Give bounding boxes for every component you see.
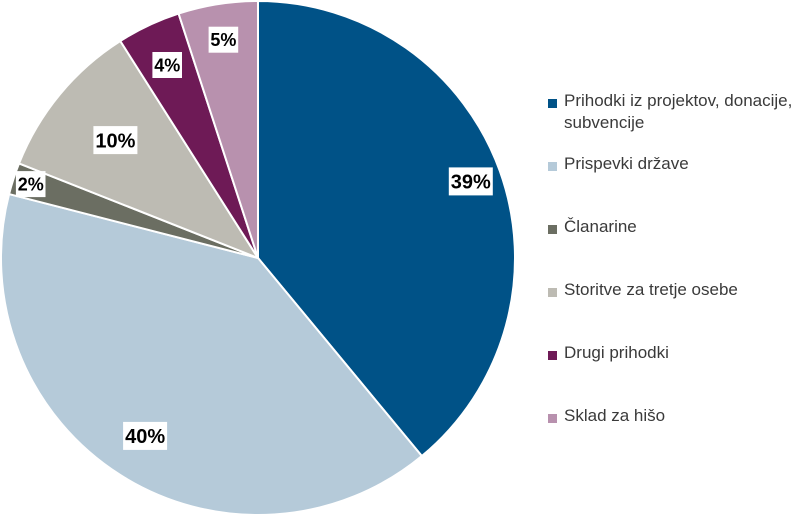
legend-label: Storitve za tretje osebe	[564, 280, 738, 299]
legend-item: Prihodki iz projektov, donacije, subvenc…	[548, 90, 798, 153]
legend-swatch	[548, 99, 557, 108]
data-label-box	[152, 52, 182, 78]
legend-item: Sklad za hišo	[548, 405, 798, 468]
pie-slice	[257, 0, 516, 458]
legend-item: Prispevki države	[548, 153, 798, 216]
pie-chart-plot: 39% 40% 2% 10% 4% 5%	[0, 0, 516, 516]
pie-slice	[0, 192, 424, 516]
data-label-text: 40%	[125, 426, 165, 448]
pie-slice	[17, 39, 261, 261]
legend-swatch	[548, 414, 557, 423]
data-label-box	[448, 167, 493, 196]
data-label-text: 39%	[451, 172, 491, 194]
data-label-box	[93, 126, 138, 155]
data-label: 4%	[152, 52, 182, 78]
data-label-box	[208, 26, 239, 53]
legend-swatch	[548, 225, 557, 234]
data-label-box	[123, 421, 168, 450]
data-label-text: 5%	[210, 30, 236, 50]
data-label-text: 4%	[154, 56, 180, 76]
data-label: 39%	[448, 167, 493, 196]
legend-label: Drugi prihodki	[564, 343, 669, 362]
data-label-text: 10%	[95, 130, 135, 152]
legend-label: Prispevki države	[564, 154, 689, 173]
pie-slice	[177, 0, 259, 259]
data-label-box	[15, 171, 46, 198]
data-label: 5%	[208, 26, 239, 53]
chart-legend: Prihodki iz projektov, donacije, subvenc…	[548, 90, 798, 468]
legend-swatch	[548, 351, 557, 360]
legend-item: Članarine	[548, 216, 798, 279]
legend-swatch	[548, 162, 557, 171]
data-label: 40%	[123, 421, 168, 450]
legend-label: Sklad za hišo	[564, 406, 666, 425]
legend-swatch	[548, 288, 557, 297]
legend-item: Storitve za tretje osebe	[548, 279, 798, 342]
legend-label: Članarine	[564, 217, 637, 236]
data-label: 10%	[93, 126, 138, 155]
legend-label: Prihodki iz projektov, donacije, subvenc…	[564, 91, 793, 132]
data-label-text: 2%	[18, 175, 44, 195]
data-label: 2%	[15, 171, 46, 198]
legend-item: Drugi prihodki	[548, 342, 798, 405]
